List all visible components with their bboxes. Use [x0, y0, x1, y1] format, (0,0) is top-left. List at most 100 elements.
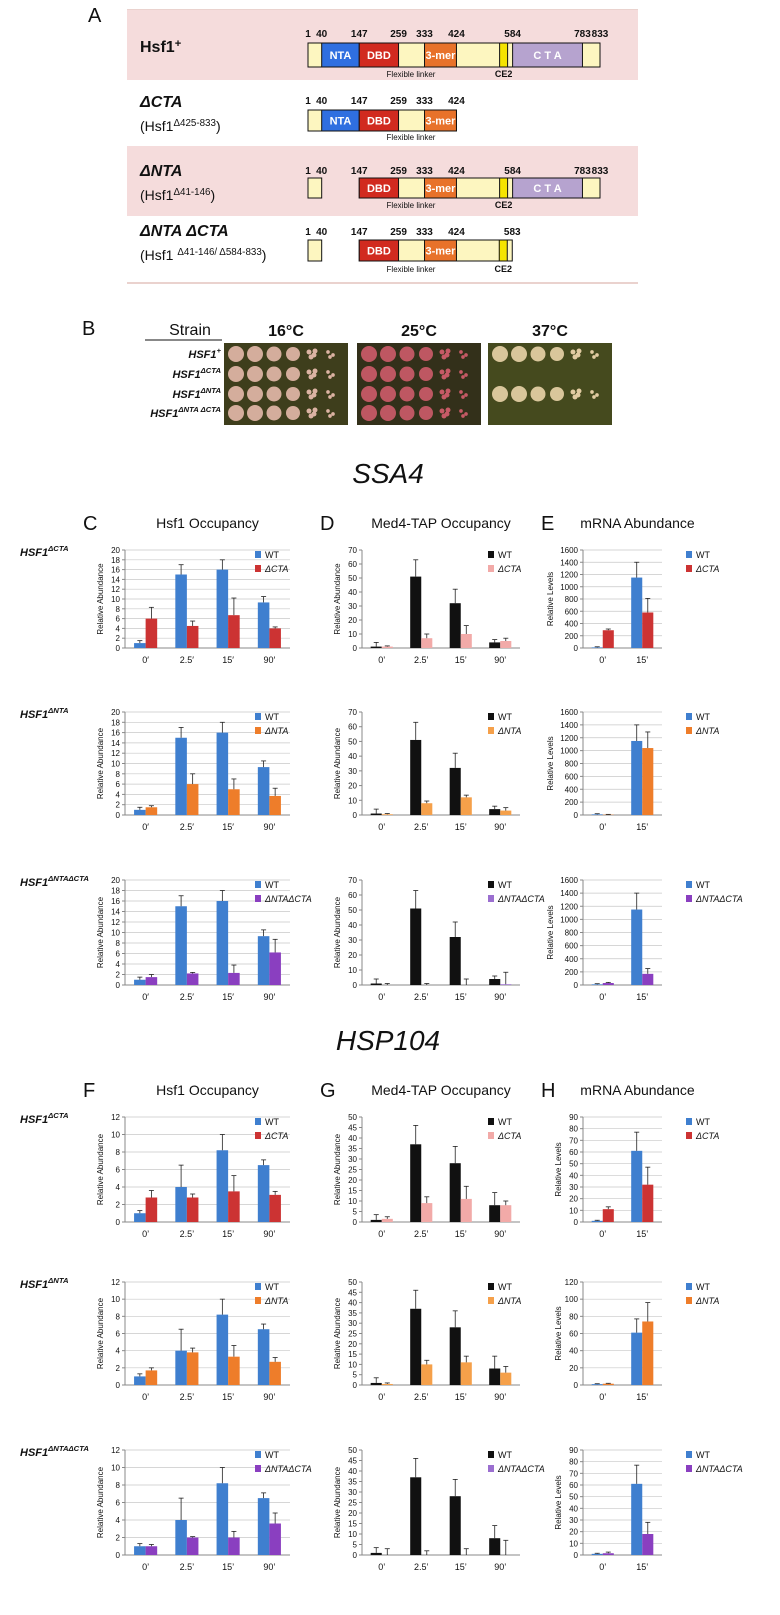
- y-tick-label: 40: [569, 1347, 578, 1356]
- colony: [590, 350, 594, 354]
- colony-spot: [530, 346, 546, 362]
- colony: [331, 393, 335, 397]
- text-part: HSF1: [172, 369, 200, 381]
- colony-spot: [228, 386, 244, 402]
- x-tick-label: 0’: [378, 1562, 385, 1572]
- y-tick-label: 12: [111, 585, 120, 594]
- x-tick-label: 0’: [599, 1392, 606, 1402]
- y-tick-label: 25: [348, 1330, 357, 1339]
- legend-label: ΔNTA: [264, 1296, 288, 1306]
- bar: [410, 739, 422, 815]
- y-tick-label: 20: [569, 1528, 578, 1537]
- x-tick-label: 90’: [494, 822, 506, 832]
- bar: [257, 767, 270, 815]
- legend-label: WT: [696, 550, 710, 560]
- linker-label: Flexible linker: [387, 265, 436, 274]
- x-tick-label: 0’: [142, 1229, 149, 1239]
- legend-label: ΔCTA: [695, 564, 719, 574]
- legend-label: WT: [265, 880, 279, 890]
- bar: [591, 984, 603, 985]
- y-tick-label: 6: [116, 950, 121, 959]
- y-tick-label: 60: [569, 1330, 578, 1339]
- colony: [464, 353, 468, 357]
- y-tick-label: 15: [348, 1350, 357, 1359]
- superscript: Δ425-833: [173, 118, 216, 129]
- x-tick-label: 0’: [142, 1562, 149, 1572]
- panel-label: B: [82, 318, 95, 340]
- colony: [572, 354, 578, 360]
- linker-label: Flexible linker: [387, 201, 436, 210]
- text-part: HSF1: [20, 547, 48, 559]
- bar: [145, 1546, 158, 1555]
- bar: [631, 1483, 643, 1555]
- x-tick-label: 2.5′: [180, 822, 195, 832]
- colony-spot: [228, 346, 244, 362]
- colony: [459, 370, 463, 374]
- bar: [228, 615, 240, 648]
- y-tick-label: 800: [565, 760, 579, 769]
- bar: [370, 646, 382, 648]
- legend-swatch: [686, 1132, 692, 1139]
- colony-spot: [399, 386, 415, 402]
- legend-label: WT: [265, 550, 279, 560]
- residue-number: 333: [416, 29, 433, 40]
- y-tick-label: 10: [111, 929, 120, 938]
- bar: [631, 1332, 643, 1385]
- y-tick-label: 40: [348, 752, 357, 761]
- bar: [381, 814, 393, 815]
- x-tick-label: 15’: [455, 655, 467, 665]
- y-tick-label: 200: [565, 968, 579, 977]
- y-tick-label: 2: [116, 971, 121, 980]
- colony: [308, 354, 314, 360]
- bar: [269, 1194, 281, 1222]
- y-tick-label: 10: [348, 1360, 357, 1369]
- bar: [631, 577, 643, 648]
- colony-spot: [399, 405, 415, 421]
- y-tick-label: 18: [111, 718, 120, 727]
- colony-spot: [380, 386, 396, 402]
- bar: [370, 813, 382, 815]
- y-tick-label: 0: [353, 1218, 358, 1227]
- colony-spot: [266, 405, 282, 421]
- colony-spot: [550, 347, 564, 361]
- colony: [312, 368, 318, 374]
- legend-swatch: [255, 713, 261, 720]
- y-tick-label: 60: [569, 1481, 578, 1490]
- y-tick-label: 0: [353, 811, 358, 820]
- panel-label: G: [320, 1080, 336, 1102]
- legend-swatch: [488, 1297, 494, 1304]
- y-tick-label: 10: [111, 595, 120, 604]
- colony: [326, 390, 330, 394]
- superscript: ΔCTA: [200, 366, 221, 375]
- bar: [370, 1382, 382, 1385]
- colony: [445, 348, 451, 354]
- panel-label: H: [541, 1080, 555, 1102]
- y-axis-label: Relative Levels: [546, 905, 555, 959]
- x-tick-label: 0′: [142, 822, 149, 832]
- y-tick-label: 40: [348, 1134, 357, 1143]
- legend-label: ΔNTAΔCTA: [264, 1464, 312, 1474]
- domain-label: 3-mer: [426, 246, 457, 258]
- bar: [186, 625, 199, 648]
- bar: [269, 795, 281, 815]
- legend-swatch: [488, 1465, 494, 1472]
- residue-number: 259: [390, 227, 407, 238]
- y-tick-label: 12: [111, 918, 120, 927]
- row-label: HSF1ΔNTA: [20, 706, 69, 721]
- y-tick-label: 400: [565, 955, 579, 964]
- y-tick-label: 50: [569, 1493, 578, 1502]
- x-tick-label: 2.5’: [414, 1392, 429, 1402]
- y-tick-label: 90: [569, 1113, 578, 1122]
- bar: [228, 1537, 240, 1555]
- bar: [228, 972, 240, 985]
- domain-label: 3-mer: [426, 183, 457, 195]
- legend-swatch: [255, 565, 261, 572]
- x-tick-label: 0′: [142, 655, 149, 665]
- colony: [576, 388, 582, 394]
- y-tick-label: 0: [574, 811, 579, 820]
- bar: [145, 1197, 158, 1222]
- bar: [642, 973, 654, 985]
- colony-spot: [511, 346, 527, 362]
- panel-label: E: [541, 513, 554, 535]
- bar: [145, 618, 158, 648]
